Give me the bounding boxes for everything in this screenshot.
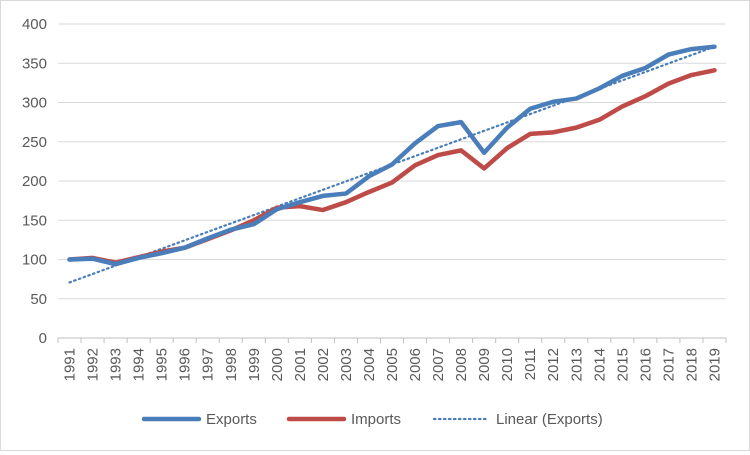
x-tick-label: 2016 [637, 348, 654, 381]
y-tick-label: 400 [22, 16, 47, 33]
x-tick-label: 2015 [614, 348, 631, 381]
x-tick-label: 2000 [269, 348, 286, 381]
y-tick-label: 250 [22, 134, 47, 151]
y-tick-label: 300 [22, 95, 47, 112]
y-tick-label: 150 [22, 212, 47, 229]
x-tick-label: 2019 [706, 348, 723, 381]
series-line-exports [67, 44, 717, 267]
x-tick-label: 2002 [315, 348, 332, 381]
y-tick-label: 350 [22, 55, 47, 72]
x-tick-label: 1996 [177, 348, 194, 381]
x-tick-label: 1992 [85, 348, 102, 381]
x-tick-label: 2004 [361, 348, 378, 381]
x-tick-label: 2001 [292, 348, 309, 381]
y-tick-label: 0 [39, 330, 47, 347]
x-tick-label: 2003 [338, 348, 355, 381]
x-axis-ticks: 1991 1992 1993 1994 1995 1996 1997 1998 1999 2000… [57, 338, 727, 381]
x-tick-label: 2018 [683, 348, 700, 381]
y-tick-label: 50 [30, 291, 47, 308]
y-tick-label: 100 [22, 252, 47, 269]
legend-label: Linear (Exports) [496, 411, 603, 428]
x-tick-label: 2009 [476, 348, 493, 381]
y-axis-ticks: 0 50 100 150 200 250 300 350 400 [22, 16, 47, 347]
legend-label: Exports [206, 411, 257, 428]
x-tick-label: 2014 [591, 348, 608, 381]
x-tick-label: 2005 [384, 348, 401, 381]
x-tick-label: 1994 [131, 348, 148, 381]
x-tick-label: 1997 [200, 348, 217, 381]
series-lines [67, 44, 717, 284]
x-tick-label: 1993 [108, 348, 125, 381]
x-tick-label: 2008 [453, 348, 470, 381]
legend-label: Imports [351, 411, 401, 428]
x-tick-label: 2011 [522, 348, 539, 380]
x-tick-label: 1991 [62, 348, 79, 381]
x-tick-label: 2007 [430, 348, 447, 381]
x-tick-label: 1995 [154, 348, 171, 381]
x-tick-label: 2017 [660, 348, 677, 381]
x-tick-label: 2012 [545, 348, 562, 381]
x-tick-label: 1999 [246, 348, 263, 381]
x-tick-label: 2006 [407, 348, 424, 381]
x-tick-label: 1998 [223, 348, 240, 381]
x-tick-label: 2013 [568, 348, 585, 381]
y-tick-label: 200 [22, 173, 47, 190]
legend: Exports Imports Linear (Exports) [141, 411, 603, 428]
x-tick-label: 2010 [499, 348, 516, 381]
